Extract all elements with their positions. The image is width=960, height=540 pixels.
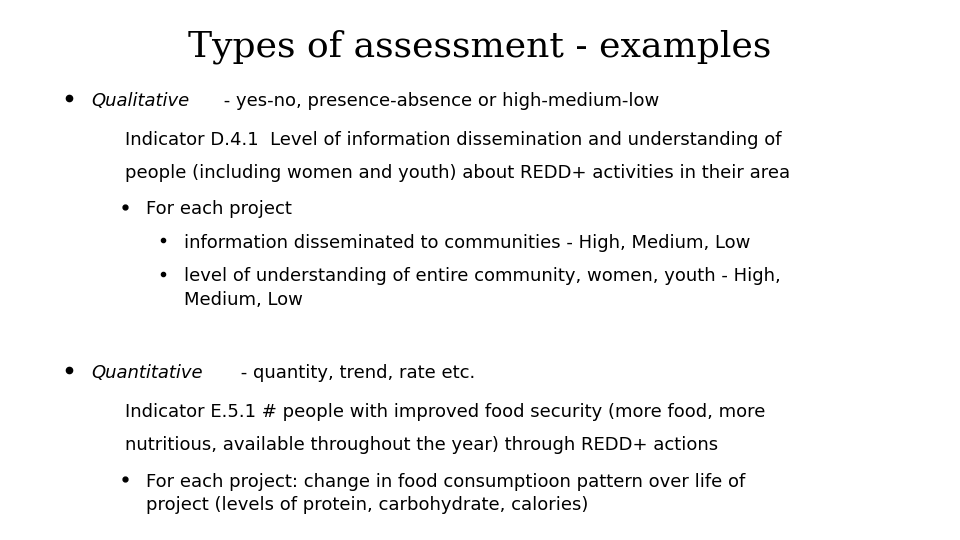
- Text: Types of assessment - examples: Types of assessment - examples: [188, 30, 772, 64]
- Text: - quantity, trend, rate etc.: - quantity, trend, rate etc.: [235, 364, 475, 382]
- Text: information disseminated to communities - High, Medium, Low: information disseminated to communities …: [184, 234, 751, 252]
- Text: - yes-no, presence-absence or high-medium-low: - yes-no, presence-absence or high-mediu…: [218, 92, 660, 110]
- Text: level of understanding of entire community, women, youth - High,
Medium, Low: level of understanding of entire communi…: [184, 267, 781, 309]
- Text: Indicator E.5.1 # people with improved food security (more food, more: Indicator E.5.1 # people with improved f…: [125, 403, 765, 421]
- Text: Qualitative: Qualitative: [91, 92, 189, 110]
- Text: nutritious, available throughout the year) through REDD+ actions: nutritious, available throughout the yea…: [125, 436, 718, 454]
- Text: For each project: change in food consumptioon pattern over life of
project (leve: For each project: change in food consump…: [146, 472, 745, 514]
- Text: Quantitative: Quantitative: [91, 364, 203, 382]
- Text: people (including women and youth) about REDD+ activities in their area: people (including women and youth) about…: [125, 164, 790, 182]
- Text: Indicator D.4.1  Level of information dissemination and understanding of: Indicator D.4.1 Level of information dis…: [125, 131, 781, 149]
- Text: For each project: For each project: [146, 200, 292, 218]
